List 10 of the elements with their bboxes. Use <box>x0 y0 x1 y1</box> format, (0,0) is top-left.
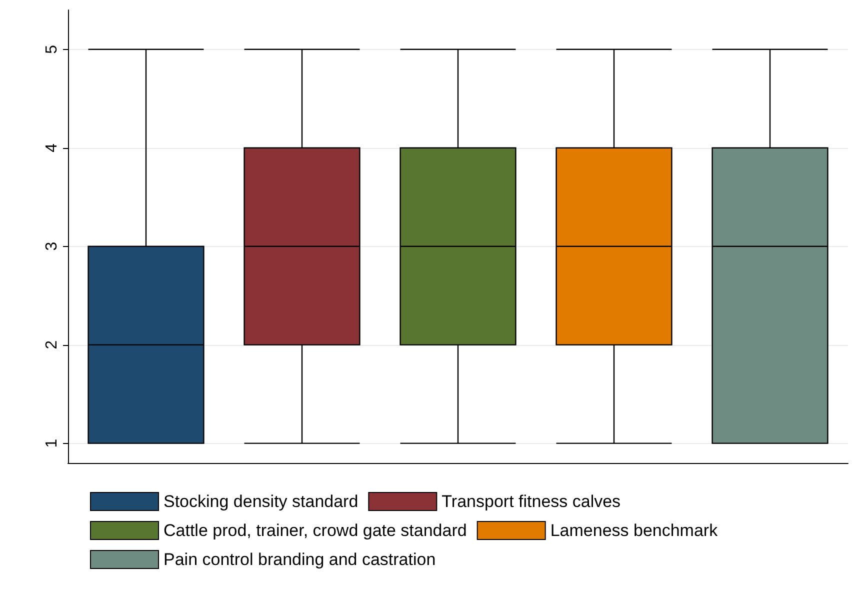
y-tick-label: 5 <box>44 44 60 54</box>
legend-label: Pain control branding and castration <box>164 550 436 569</box>
legend-label: Stocking density standard <box>164 492 358 511</box>
y-tick-label: 3 <box>44 242 60 251</box>
legend-label: Cattle prod, trainer, crowd gate standard <box>164 521 467 540</box>
y-tick-label: 1 <box>44 438 60 448</box>
y-tick-label: 4 <box>44 143 60 152</box>
legend-label: Transport fitness calves <box>442 492 621 511</box>
legend-label: Lameness benchmark <box>550 521 718 540</box>
y-tick-label: 2 <box>44 340 60 350</box>
